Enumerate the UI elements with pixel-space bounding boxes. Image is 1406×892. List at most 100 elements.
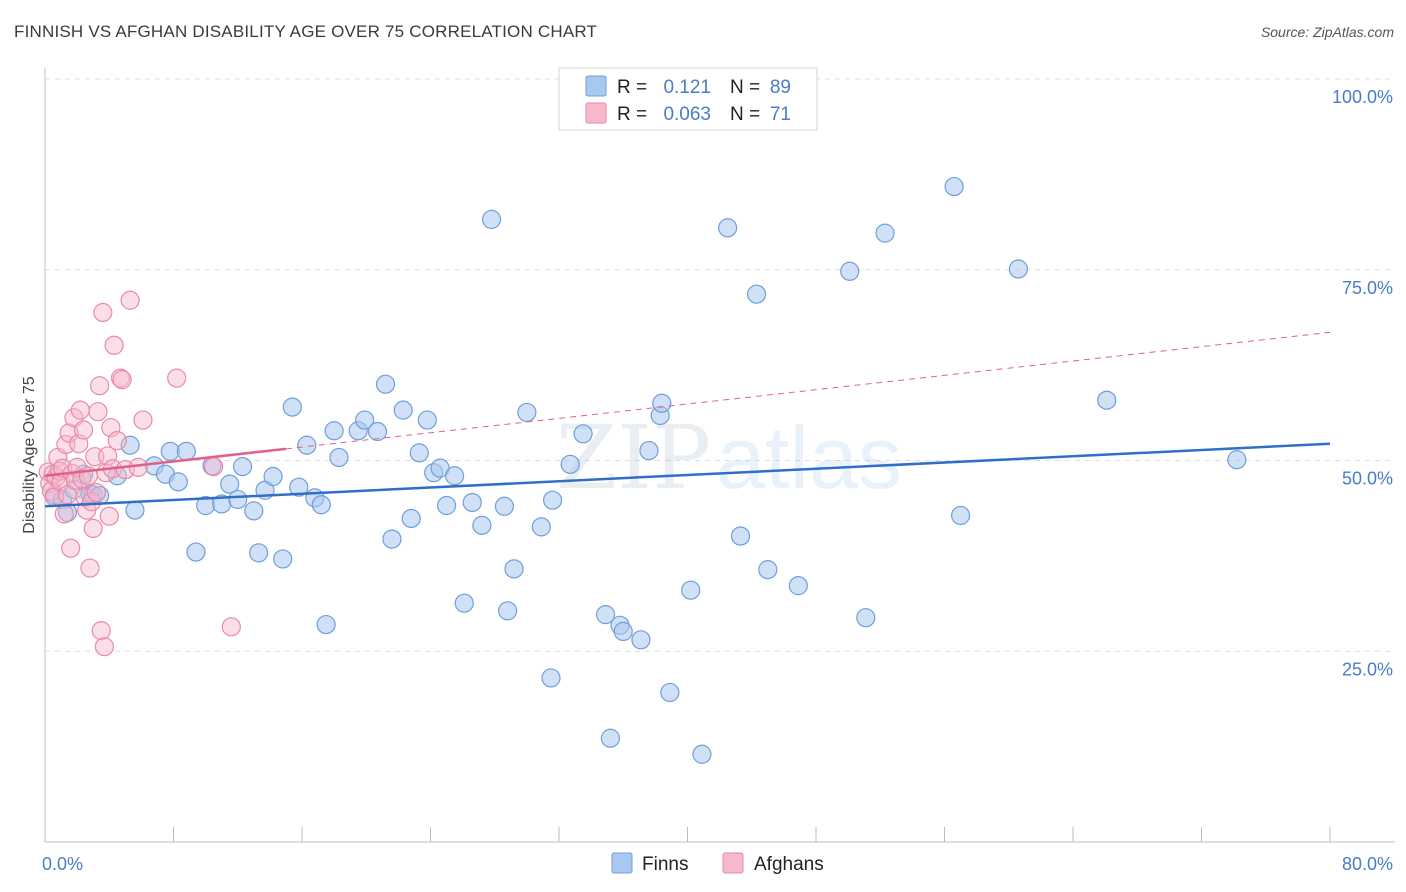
finns-point [228,489,248,510]
afghans-point [120,290,140,310]
afghans-point [81,492,102,512]
finns-point [631,630,651,650]
finns-point [1008,259,1028,279]
finns-point [692,744,712,764]
finns-point [613,621,633,642]
finns-point [297,435,317,455]
finns-point [329,447,349,468]
afghans-point [128,457,148,477]
finns-point [382,529,402,549]
afghans-point [83,518,103,539]
finns-point [560,454,580,474]
finns-trendline [44,442,1331,508]
legend-bottom: Finns Afghans [611,852,824,875]
finns-point [498,601,518,621]
legend-bottom-swatch-afghans [722,852,744,874]
finns-point [856,608,876,628]
watermark: ZIP atlas [556,406,902,509]
axes [44,68,1395,843]
finns-point [950,505,971,526]
finns-point [417,410,437,430]
finns-point [375,374,396,394]
y-axis-title: Disability Age Over 75 [21,376,38,534]
legend-swatch-finns [585,75,607,97]
finns-point [758,560,778,580]
x-tick-label-max: 80.0% [1342,854,1393,874]
x-tick-labels: 0.0% 80.0% [42,854,1393,874]
finns-point [681,580,701,600]
finns-point [600,728,621,748]
finns-point [840,261,860,281]
legend-bottom-afghans: Afghans [754,854,824,875]
finns-point [730,526,751,546]
finns-point [282,397,302,417]
legend-finns-n-label: N = [730,77,760,98]
finns-point [316,614,336,635]
finns-point [454,593,474,613]
afghans-point [91,621,111,641]
finns-point [160,441,180,461]
finns-point [232,457,253,477]
afghans-point [112,370,132,390]
watermark-zip: ZIP [556,406,711,509]
finns-point [273,549,293,569]
afghans-point [73,420,94,440]
finns-point [1097,390,1117,410]
watermark-atlas: atlas [716,408,902,507]
legend-afghans-r-value: 0.063 [663,104,711,125]
y-tick-label: 50.0% [1342,469,1393,489]
afghans-point [88,402,108,422]
y-tick-label: 25.0% [1342,659,1393,679]
legend-finns-r-value: 0.121 [663,77,711,98]
finns-point [436,495,457,516]
finns-point [409,443,429,463]
afghans-point [80,558,100,578]
afghans-point [90,376,110,396]
afghans-point [59,423,79,443]
finns-point [718,218,738,238]
finns-point [639,440,659,461]
finns-point [263,466,283,487]
finns-point [542,490,563,510]
trendlines [44,331,1331,508]
finns-point [660,682,680,703]
finns-point [504,559,524,579]
finns-point [324,421,344,441]
legend-afghans-r-label: R = [617,104,647,125]
finns-point [220,474,240,494]
finns-point [120,435,140,455]
afghans-point [204,457,224,477]
gridlines [45,78,1395,652]
afghans-point [94,637,115,657]
finns-point [531,517,551,537]
finns-point [517,402,537,423]
finns-point [289,477,309,497]
afghans-point [93,302,113,323]
source-label: Source: ZipAtlas.com [1260,24,1394,40]
y-tick-label: 100.0% [1332,87,1393,107]
y-tick-labels: 25.0% 50.0% 75.0% 100.0% [1332,87,1393,679]
finns-point [355,410,375,430]
afghans-point [167,368,187,388]
legend-top: R = 0.121 N = 89 R = 0.063 N = 71 [558,67,818,131]
finns-point [168,472,188,492]
legend-finns-n-value: 89 [770,77,791,98]
finns-point [249,543,269,563]
legend-swatch-afghans [585,102,607,124]
afghans-point [86,482,107,503]
finns-point [788,576,808,596]
finns-point [875,223,895,243]
finns-point [481,209,502,229]
finns-point [125,500,145,520]
legend-bottom-finns: Finns [642,854,688,875]
legend-afghans-n-label: N = [730,104,760,125]
afghans-point [70,400,90,420]
finns-point [1227,450,1247,470]
chart-title: FINNISH VS AFGHAN DISABILITY AGE OVER 75… [14,22,598,41]
afghans-point [104,335,124,355]
finns-point [541,668,561,688]
afghans-point [61,538,81,558]
finns-point [944,176,964,197]
finns-point [652,393,672,413]
finns-point [444,466,465,486]
